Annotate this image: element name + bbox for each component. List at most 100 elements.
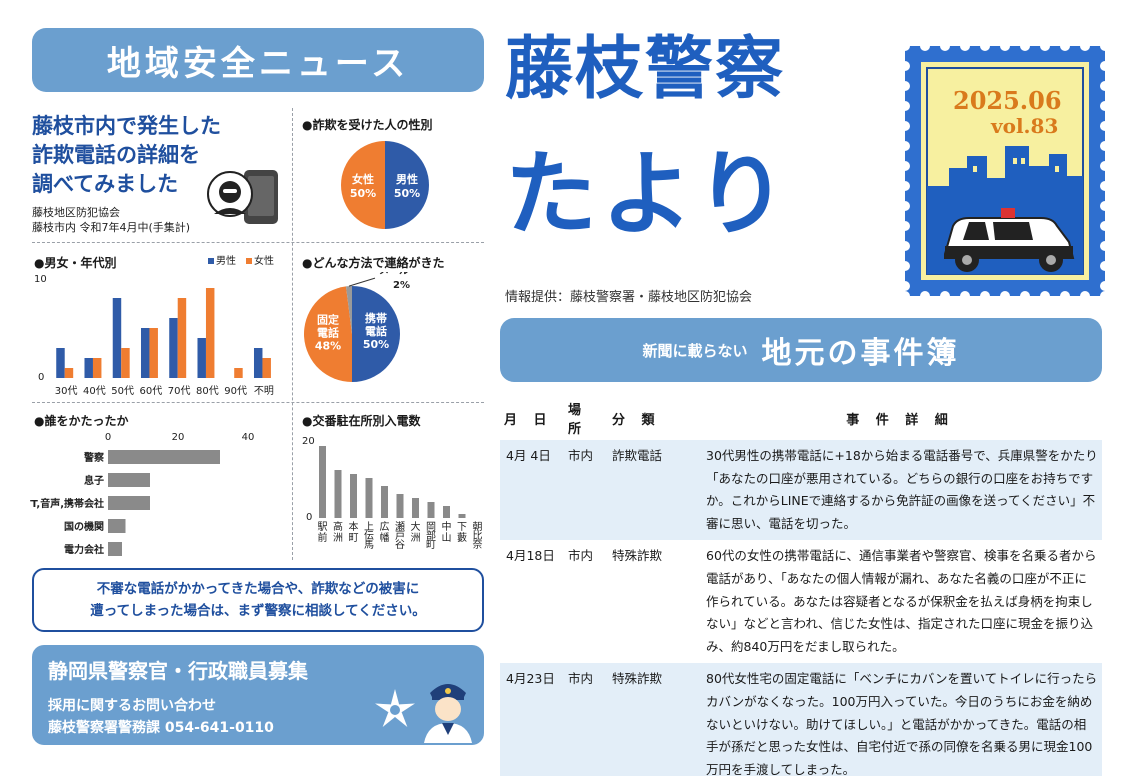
bar	[262, 358, 271, 378]
x-tick-char: 比	[473, 530, 483, 542]
y-tick-label: 10	[34, 274, 47, 285]
header-date: 月 日	[504, 412, 553, 428]
legend-label: 男性	[216, 254, 236, 267]
police-officer-icon	[424, 684, 472, 743]
y-tick-label: 電力会社	[64, 543, 104, 556]
table-header-row: 月 日 場 所 分 類 事 件 詳 細	[500, 396, 1102, 440]
x-tick-label: 40	[242, 432, 255, 443]
bar	[108, 473, 150, 487]
source-line: 藤枝地区防犯協会	[32, 206, 120, 219]
bar	[234, 368, 243, 378]
cases-banner: 新聞に載らない 地元の事件簿	[500, 318, 1102, 382]
y-tick-label: 息子	[84, 474, 104, 487]
case-detail: 30代男性の携帯電話に+18から始まる電話番号で、兵庫県警をかたり「あなたの口座…	[698, 440, 1102, 541]
x-tick-char: 瀬	[395, 521, 405, 533]
stamp-illustration	[905, 46, 1105, 296]
masthead-subtitle: たより	[505, 141, 792, 248]
header-category: 分 類	[612, 412, 661, 428]
slice-label: 電話	[317, 326, 339, 340]
y-tick-label: 0	[306, 512, 312, 523]
bar	[319, 446, 326, 518]
bar	[458, 514, 466, 518]
leader-line	[348, 277, 376, 287]
bar	[197, 338, 206, 378]
x-tick-char: 前	[318, 531, 328, 544]
x-tick-char: 伝	[364, 530, 374, 542]
x-tick-label: 30代	[55, 385, 78, 397]
bar	[140, 328, 150, 378]
legend-label: 女性	[254, 254, 274, 267]
bar	[112, 298, 122, 378]
bar	[169, 318, 178, 378]
bar	[396, 494, 404, 518]
issue-volume: vol.83	[991, 114, 1059, 138]
x-tick-char: 町	[426, 540, 436, 551]
header-detail: 事 件 詳 細	[846, 412, 954, 428]
issue-date: 2025.06	[953, 86, 1062, 115]
y-tick-label: 警察	[83, 451, 105, 464]
x-tick-label: 不明	[254, 385, 274, 397]
x-tick-char: 奈	[473, 538, 483, 551]
bar	[149, 328, 158, 378]
police-emblem-icon	[375, 689, 415, 727]
y-tick-label: 20	[302, 436, 315, 447]
y-tick-label: 国の機関	[64, 520, 104, 533]
masthead-title: 藤枝警察	[505, 30, 786, 109]
x-tick-char: 部	[426, 529, 436, 542]
headline-line: 藤枝市内で発生した	[32, 114, 221, 138]
case-date: 4月18日	[506, 548, 555, 564]
x-tick-char: 幡	[380, 531, 390, 544]
x-tick-char: 洲	[411, 532, 421, 544]
x-tick-char: 馬	[364, 539, 374, 551]
x-tick-char: 朝	[473, 521, 483, 533]
x-tick-char: 中	[442, 520, 452, 533]
bar	[427, 502, 435, 518]
x-tick-char: 藪	[457, 531, 467, 544]
x-tick-char: 駅	[318, 521, 328, 533]
table-row: 4月23日 市内 特殊詐欺 80代女性宅の固定電話に「ベンチにカバンを置いてトイ…	[500, 663, 1102, 776]
case-category: 詐欺電話	[608, 440, 698, 541]
notice-line: 不審な電話がかかってきた場合や、詐欺などの被害に	[96, 581, 420, 597]
x-tick-char: 戸	[395, 530, 405, 542]
x-tick-char: 広	[380, 520, 390, 533]
left-headline: 藤枝市内で発生した 詐欺電話の詳細を 調べてみました	[32, 112, 292, 199]
x-tick-label: 70代	[168, 385, 191, 397]
x-tick-label: 40代	[83, 385, 106, 397]
recruit-title: 静岡県警察官・行政職員募集	[48, 659, 308, 683]
column-divider	[292, 108, 293, 560]
row-divider	[32, 242, 484, 243]
row-divider	[32, 402, 484, 403]
slice-label: 電話	[365, 324, 387, 338]
consult-notice: 不審な電話がかかってきた場合や、詐欺などの被害に 遭ってしまった場合は、まず警察…	[32, 568, 484, 632]
table-row: 4月18日 市内 特殊詐欺 60代の女性の携帯電話に、通信事業者や警察官、検事を…	[500, 540, 1102, 663]
bar	[443, 506, 450, 518]
y-tick-label: 0	[38, 372, 44, 383]
x-tick-char: 下	[457, 522, 467, 533]
slice-label: 固定	[317, 313, 339, 327]
bar	[205, 288, 215, 378]
x-tick-label: 0	[105, 432, 111, 443]
source-line: 藤枝市内 令和7年4月中(手集計)	[32, 221, 191, 234]
source-note: 藤枝地区防犯協会 藤枝市内 令和7年4月中(手集計)	[32, 205, 190, 235]
bar	[64, 368, 74, 378]
case-date: 4月23日	[500, 663, 564, 776]
slice-label: 男性	[396, 172, 418, 186]
pie-slice	[303, 286, 352, 382]
bar	[92, 358, 102, 378]
gender-chart-title: ●詐欺を受けた人の性別	[302, 118, 433, 132]
cases-banner-large: 地元の事件簿	[761, 336, 960, 371]
cases-banner-small: 新聞に載らない	[642, 341, 748, 360]
case-place: 市内	[568, 548, 594, 564]
age-bar-chart: 10 0 男性 女性 30代 40代 50代 60代 70代 80代 90代 不明	[34, 254, 274, 397]
legend-swatch	[208, 258, 214, 264]
age-chart-title: ●男女・年代別	[34, 256, 117, 270]
notice-line: 遭ってしまった場合は、まず警察に相談してください。	[90, 603, 426, 619]
case-detail: 80代女性宅の固定電話に「ベンチにカバンを置いてトイレに行ったらカバンがなくなっ…	[698, 663, 1102, 776]
header-place: 場 所	[568, 403, 588, 437]
y-tick-label: NTT,音声,携帯会社	[30, 497, 104, 510]
recruit-contact: 藤枝警察署警務課 054-641-0110	[48, 720, 274, 736]
x-tick-char: 町	[349, 533, 359, 544]
x-tick-char: 谷	[395, 539, 405, 551]
